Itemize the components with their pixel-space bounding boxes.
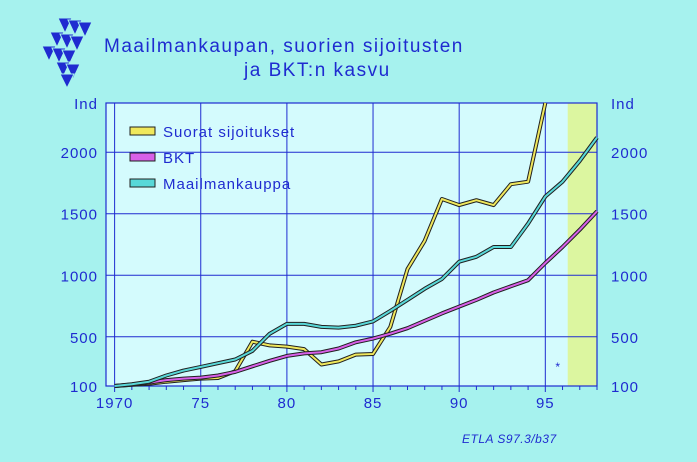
series-line [114, 136, 598, 387]
y-tick-label-right: 2000 [611, 145, 648, 162]
x-tick-label: 90 [450, 395, 469, 412]
y-tick-label-right: 1000 [611, 268, 648, 285]
legend-swatch [129, 178, 156, 188]
legend-label: Suorat sijoitukset [163, 124, 295, 141]
x-tick-label: 85 [364, 395, 383, 412]
y-axis-label-left: Ind [74, 96, 98, 113]
y-tick-label-left: 1000 [61, 268, 98, 285]
chart-title-line-1: Maailmankaupan, suorien sijoitusten [104, 36, 464, 57]
series-line [114, 210, 598, 387]
chart-title-line-2: ja BKT:n kasvu [244, 60, 391, 81]
legend-label: Maailmankauppa [163, 176, 291, 193]
y-tick-label-right: 100 [611, 379, 639, 396]
legend-swatch [129, 152, 156, 162]
legend-swatch [129, 126, 156, 136]
y-tick-label-left: 100 [70, 379, 98, 396]
forecast-marker: * [555, 360, 560, 374]
plot-frame [105, 102, 598, 387]
x-tick-label: 80 [278, 395, 297, 412]
y-tick-label-right: 1500 [611, 207, 648, 224]
legend-label: BKT [163, 150, 195, 167]
source-footnote: ETLA S97.3/b37 [462, 432, 557, 446]
y-tick-label-left: 2000 [61, 145, 98, 162]
legend: Suorat sijoitukset BKT Maailmankauppa [129, 124, 295, 193]
y-axis-label-right: Ind [611, 96, 635, 113]
forecast-band [567, 103, 597, 386]
x-tick-label: 75 [191, 395, 210, 412]
y-tick-label-right: 500 [611, 330, 639, 347]
x-tick-label: 95 [536, 395, 555, 412]
y-tick-label-left: 500 [70, 330, 98, 347]
x-tick-label: 1970 [96, 395, 133, 412]
y-tick-label-left: 1500 [61, 207, 98, 224]
etla-logo-icon [41, 18, 93, 88]
